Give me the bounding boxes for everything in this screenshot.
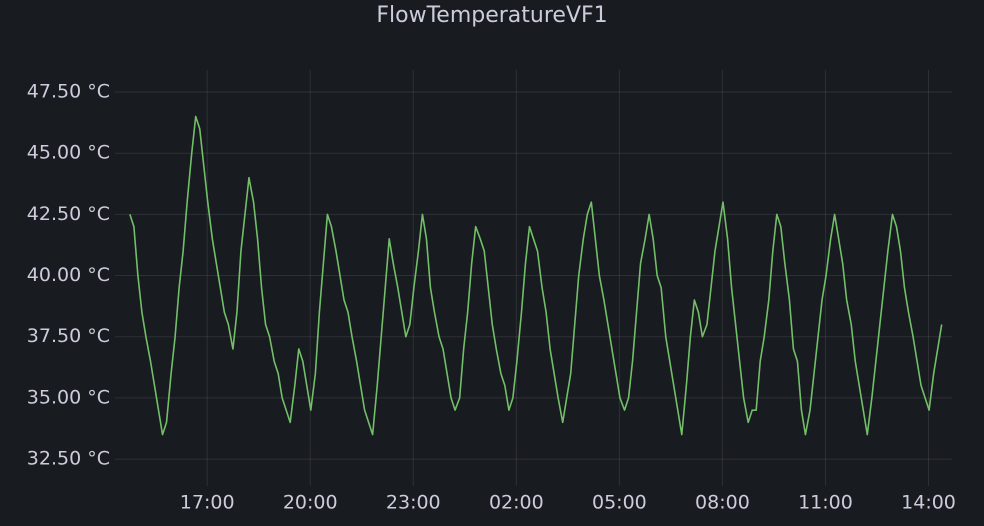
x-tick-label: 08:00 — [695, 492, 750, 514]
x-tick-label: 17:00 — [180, 492, 235, 514]
x-tick-label: 20:00 — [283, 492, 338, 514]
y-tick-label: 37.50 °C — [27, 325, 110, 347]
y-tick-label: 35.00 °C — [27, 386, 110, 408]
y-tick-label: 45.00 °C — [27, 142, 110, 164]
y-tick-label: 32.50 °C — [27, 448, 110, 470]
chart-title: FlowTemperatureVF1 — [376, 3, 607, 28]
x-tick-label: 11:00 — [798, 492, 853, 514]
x-tick-label: 23:00 — [386, 492, 441, 514]
x-tick-label: 14:00 — [901, 492, 956, 514]
data-line — [129, 115, 943, 436]
y-tick-label: 40.00 °C — [27, 264, 110, 286]
x-tick-label: 02:00 — [489, 492, 544, 514]
y-tick-label: 47.50 °C — [27, 81, 110, 103]
x-tick-label: 05:00 — [592, 492, 647, 514]
y-tick-label: 42.50 °C — [27, 203, 110, 225]
